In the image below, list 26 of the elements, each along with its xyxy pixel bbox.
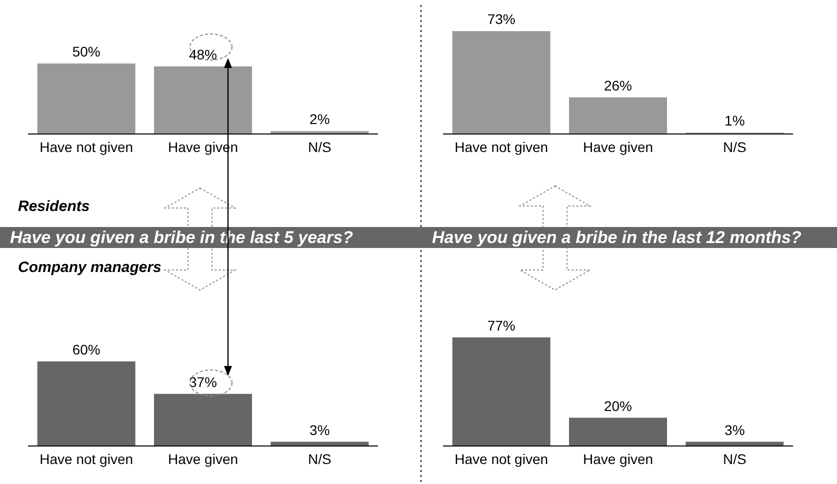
x-tick-label: Have given <box>168 450 238 467</box>
x-tick-label: N/S <box>722 138 746 155</box>
x-tick-label: Have not given <box>40 138 134 155</box>
text: Residents <box>18 198 90 215</box>
data-label: 3% <box>724 422 745 438</box>
data-label: 73% <box>487 11 516 28</box>
data-label: 48% <box>188 46 218 62</box>
x-tick-label: N/S <box>722 450 746 467</box>
data-label: 2% <box>310 111 330 128</box>
x-tick-label: Have given <box>582 138 654 155</box>
data-label: 77% <box>487 317 516 334</box>
x-tick-label: Have not given <box>40 450 134 467</box>
data-label: 50% <box>72 44 100 60</box>
data-label: 26% <box>604 77 632 94</box>
x-tick-label: Have not given <box>454 450 548 467</box>
text: Have you given a bribe in the last 12 months? <box>432 228 802 248</box>
x-tick-label: Have not given <box>454 138 548 155</box>
data-label: 37% <box>188 374 218 390</box>
x-tick-label: Have given <box>582 450 654 467</box>
x-tick-label: N/S <box>308 138 332 155</box>
text: Company managers <box>18 259 162 276</box>
data-label: 20% <box>604 398 632 414</box>
data-label: 1% <box>724 112 745 129</box>
data-label: 60% <box>72 341 100 358</box>
data-label: 3% <box>310 422 330 438</box>
x-tick-label: N/S <box>308 450 332 467</box>
